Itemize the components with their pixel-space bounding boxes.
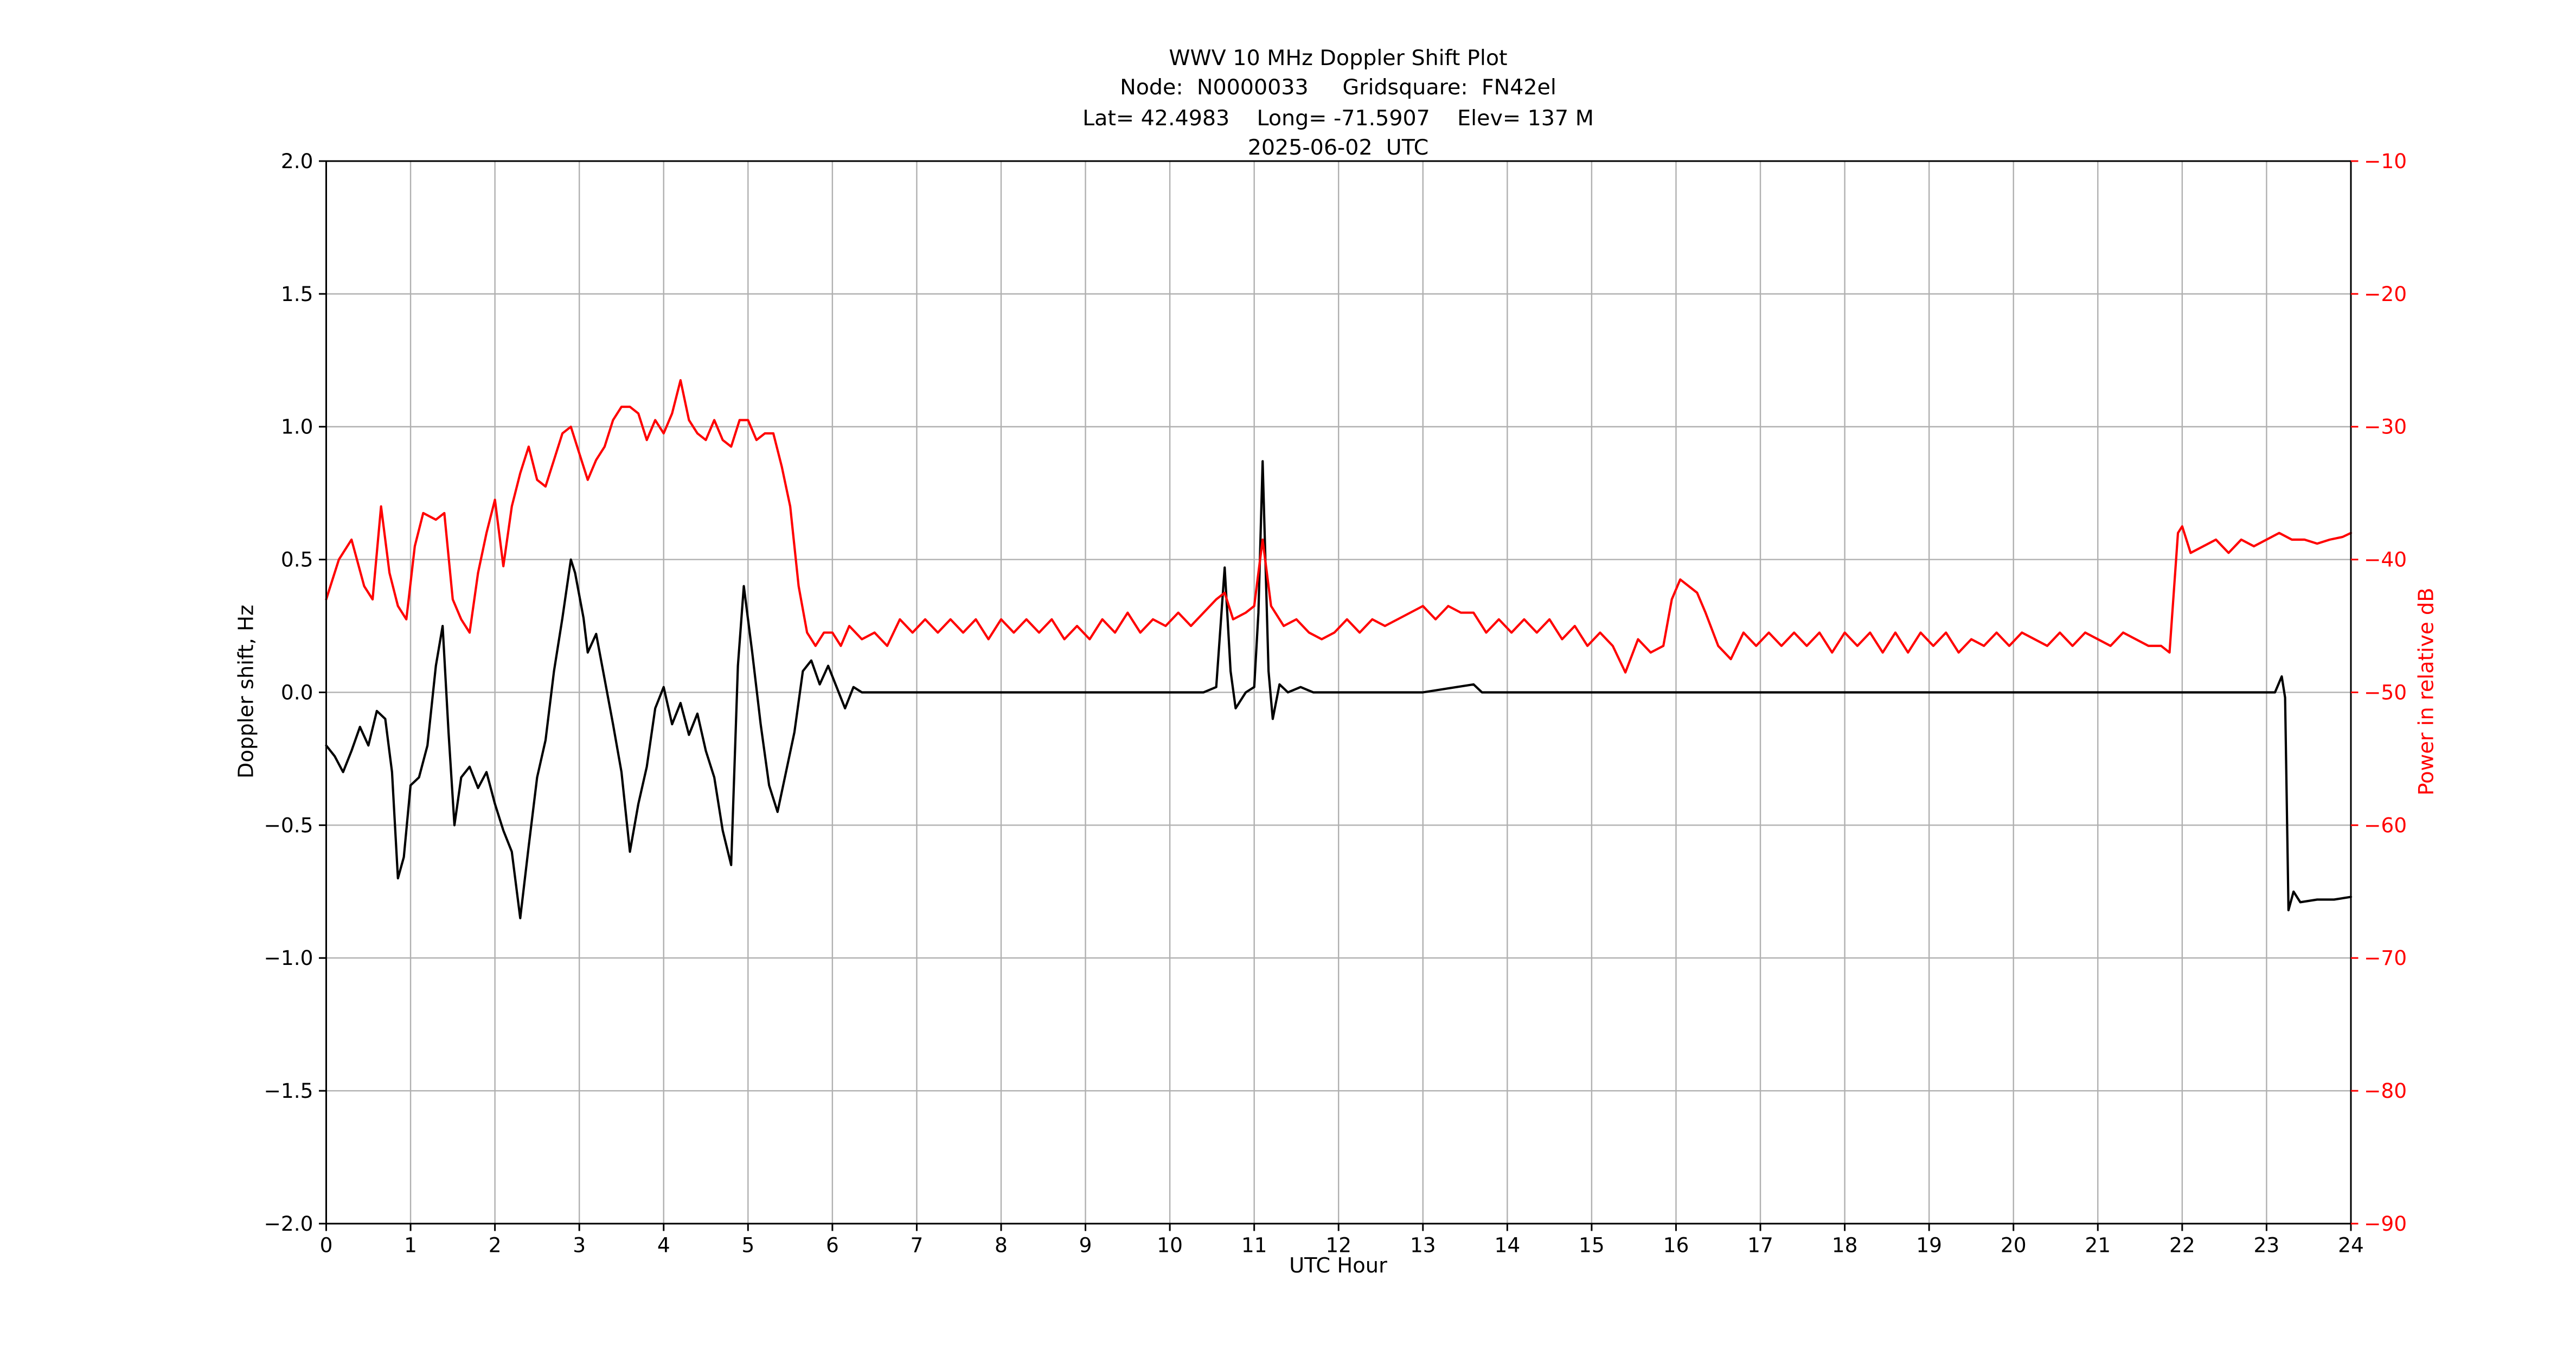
doppler-series-line [325,460,2353,919]
x-tick-label: 0 [320,1233,333,1257]
x-tick-label: 13 [1410,1233,1436,1257]
x-tick-label: 5 [741,1233,754,1257]
plot-title-block: WWV 10 MHz Doppler Shift Plot Node: N000… [325,46,2351,165]
plot-subtitle-date: 2025-06-02 UTC [1247,137,1429,162]
x-tick-label: 6 [826,1233,839,1257]
x-tick-label: 12 [1325,1233,1351,1257]
plot-title: WWV 10 MHz Doppler Shift Plot [1169,47,1508,72]
y-right-tick-label: −50 [2364,680,2407,704]
x-axis-label: UTC Hour [1289,1255,1387,1279]
x-tick-label: 19 [1916,1233,1942,1257]
y-left-tick-label: −0.5 [264,813,313,837]
y-left-tick-label: 0.0 [281,680,313,704]
y-left-tick-label: 2.0 [281,149,313,173]
x-tick-label: 16 [1663,1233,1689,1257]
x-tick-label: 22 [2169,1233,2195,1257]
plot-subtitle-node: Node: N0000033 Gridsquare: FN42el [1120,77,1556,102]
y-right-tick-label: −60 [2364,813,2407,837]
x-tick-label: 18 [1832,1233,1858,1257]
y-right-tick-label: −40 [2364,548,2407,572]
y-left-tick-label: −1.0 [264,946,313,970]
x-tick-label: 21 [2085,1233,2111,1257]
x-tick-label: 2 [489,1233,502,1257]
x-tick-label: 20 [2001,1233,2027,1257]
x-tick-label: 10 [1157,1233,1183,1257]
y-right-tick-label: −70 [2364,946,2407,970]
y-left-tick-label: 1.0 [281,415,313,439]
y-left-tick-label: −2.0 [264,1212,313,1236]
y-right-tick-label: −80 [2364,1079,2407,1103]
y-right-tick-label: −30 [2364,415,2407,439]
x-tick-label: 9 [1079,1233,1092,1257]
x-tick-label: 11 [1241,1233,1267,1257]
y-left-tick-label: −1.5 [264,1079,313,1103]
y-left-tick-label: 1.5 [281,282,313,306]
x-tick-label: 15 [1579,1233,1605,1257]
x-tick-label: 24 [2338,1233,2364,1257]
y-right-tick-label: −10 [2364,149,2407,173]
x-tick-label: 4 [657,1233,670,1257]
x-tick-label: 3 [573,1233,586,1257]
x-tick-label: 14 [1494,1233,1520,1257]
y-left-tick-label: 0.5 [281,548,313,572]
x-tick-label: 1 [404,1233,417,1257]
x-tick-label: 17 [1747,1233,1773,1257]
plot-subtitle-location: Lat= 42.4983 Long= -71.5907 Elev= 137 M [1082,107,1594,132]
y-right-tick-label: −90 [2364,1212,2407,1236]
power-series-line [325,379,2353,674]
x-tick-label: 8 [995,1233,1008,1257]
x-tick-label: 7 [910,1233,923,1257]
x-tick-label: 23 [2254,1233,2280,1257]
y-right-tick-label: −20 [2364,282,2407,306]
